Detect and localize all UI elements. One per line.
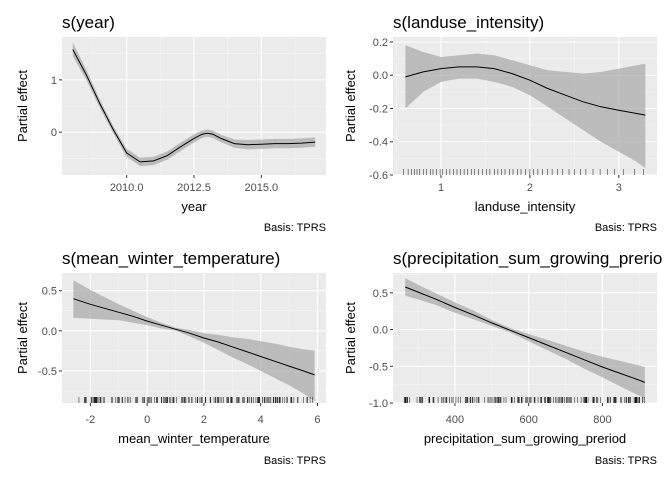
x-tick-label: 800 [593, 414, 611, 426]
y-tick-label: 0.0 [42, 326, 57, 338]
y-tick-label: 1 [51, 75, 57, 87]
y-axis-title: Partial effect [15, 302, 30, 374]
x-tick-label: 2010.0 [110, 182, 144, 194]
chart-title: s(landuse_intensity) [393, 13, 544, 32]
chart-title: s(year) [62, 13, 115, 32]
confidence-band [405, 278, 645, 399]
x-axis-title: precipitation_sum_growing_preriod [424, 431, 626, 446]
chart-panel-1: 2010.0 2012.5 2015.0 1 0 s(year) year Partial e… [15, 13, 326, 234]
y-tick-label: 0.2 [373, 37, 388, 49]
y-tick-label: 0.5 [373, 288, 388, 300]
x-tick-label: 4 [258, 414, 264, 426]
x-tick-label: -2 [85, 414, 95, 426]
y-tick-label: 0 [51, 127, 57, 139]
x-axis-title: landuse_intensity [475, 199, 576, 214]
x-tick-label: 600 [520, 414, 538, 426]
x-axis-title: year [181, 199, 207, 214]
y-axis-title: Partial effect [343, 302, 358, 374]
confidence-band [405, 45, 646, 169]
y-tick-label: -0.5 [38, 366, 57, 378]
x-tick-label: 2 [201, 414, 207, 426]
y-tick-label: 0.0 [373, 325, 388, 337]
chart-caption: Basis: TPRS [264, 455, 326, 467]
smooth-line [405, 286, 645, 383]
smooth-line [405, 66, 646, 116]
chart-caption: Basis: TPRS [595, 455, 657, 467]
x-axis-title: mean_winter_temperature [118, 431, 270, 446]
chart-title: s(mean_winter_temperature) [62, 249, 280, 268]
confidence-band [72, 42, 316, 167]
x-tick-label: 1 [438, 182, 444, 194]
y-tick-label: -0.5 [369, 361, 388, 373]
y-tick-label: 0.0 [373, 70, 388, 82]
chart-caption: Basis: TPRS [264, 222, 326, 234]
x-tick-label: 0 [144, 414, 150, 426]
x-tick-label: 2 [527, 182, 533, 194]
smooth-line [73, 298, 315, 376]
chart-caption: Basis: TPRS [595, 222, 657, 234]
x-tick-label: 2012.5 [177, 182, 211, 194]
x-tick-label: 6 [314, 414, 320, 426]
x-tick-label: 2015.0 [245, 182, 279, 194]
chart-panel-4: 400 600 800 0.5 0.0 -0.5 -1.0 s(precipitation_s… [343, 249, 662, 467]
y-tick-label: 0.5 [42, 286, 57, 298]
y-axis-title: Partial effect [15, 70, 30, 142]
y-axis-title: Partial effect [343, 70, 358, 142]
chart-title: s(precipitation_sum_growing_prerio [393, 249, 662, 268]
chart-panel-2: 1 2 3 0.2 0.0 -0.2 -0.4 -0.6 s(landuse_intensity… [343, 13, 657, 234]
chart-panel-3: -2 0 2 4 6 0.5 0.0 -0.5 s(mean_winter_temperatur… [15, 249, 326, 467]
y-tick-label: -0.6 [369, 170, 388, 182]
x-tick-label: 400 [446, 414, 464, 426]
y-tick-label: -0.2 [369, 103, 388, 115]
x-tick-label: 3 [616, 182, 622, 194]
y-tick-label: -0.4 [369, 137, 388, 149]
smooth-line [72, 49, 316, 163]
y-tick-label: -1.0 [369, 398, 388, 410]
